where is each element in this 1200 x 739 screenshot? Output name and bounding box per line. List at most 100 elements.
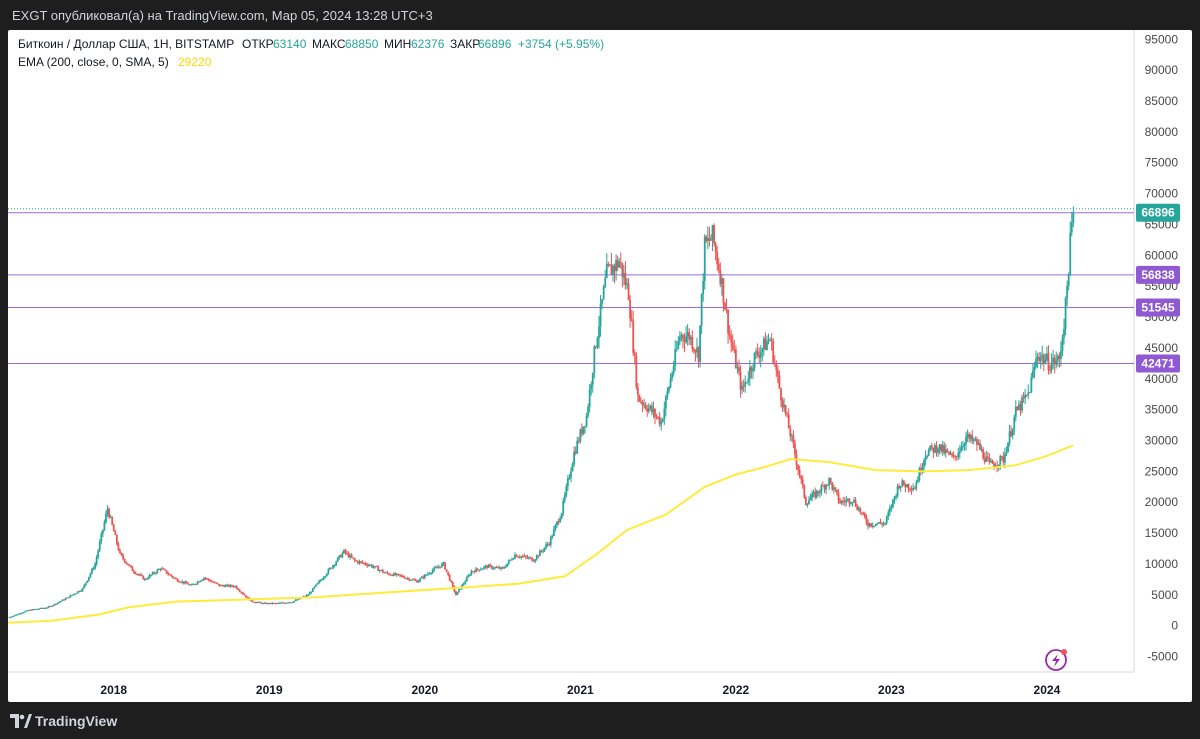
candle-body (94, 563, 96, 569)
x-tick-label: 2018 (100, 683, 127, 697)
candle-body (873, 525, 876, 527)
candle-body (372, 566, 375, 568)
candle-body (156, 569, 159, 573)
candle-body (441, 563, 443, 568)
candle-body (871, 525, 874, 527)
candles (8, 206, 1075, 619)
tradingview-logo-icon[interactable] (10, 712, 32, 730)
candle-body (958, 451, 961, 454)
candle-body (1032, 370, 1034, 378)
candle-body (319, 580, 322, 582)
candle-body (1024, 394, 1027, 399)
candle-body (403, 577, 406, 579)
candle-body (870, 523, 873, 527)
candle-body (789, 428, 792, 437)
candle-body (1055, 360, 1058, 365)
candle-body (341, 553, 344, 558)
candle-body (402, 575, 404, 578)
candle-body (538, 550, 541, 557)
candle-body (865, 517, 868, 523)
candle-body (456, 591, 459, 595)
price-chart[interactable]: 9500090000850008000075000700006500060000… (8, 30, 1192, 702)
candle-body (450, 580, 453, 583)
candle-body (920, 468, 922, 472)
candle-body (190, 584, 193, 586)
candle-body (307, 595, 310, 597)
tradingview-brand[interactable]: TradingView (35, 713, 118, 729)
candle-body (755, 351, 757, 353)
candle-body (310, 591, 313, 593)
candle-body (822, 485, 824, 487)
candle-body (251, 600, 254, 602)
legend-high-value: 68850 (345, 37, 379, 51)
candle-body (322, 577, 325, 580)
candle-body (907, 484, 910, 489)
candle-body (64, 598, 67, 601)
candle-body (549, 536, 552, 545)
candle-body (783, 404, 785, 408)
legend-ema-value: 29220 (178, 55, 212, 69)
candle-body (885, 516, 888, 524)
candle-body (944, 449, 947, 454)
candle-body (168, 574, 171, 576)
candle-body (808, 500, 810, 505)
candle-body (747, 379, 750, 382)
candle-body (626, 283, 628, 285)
candle-body (535, 555, 538, 560)
candle-body (238, 590, 241, 592)
candle-body (55, 603, 58, 605)
candle-body (80, 590, 82, 592)
candle-body (832, 487, 835, 490)
lightning-icon[interactable] (1045, 649, 1067, 671)
x-tick-label: 2021 (567, 683, 594, 697)
candle-body (493, 567, 496, 569)
candle-body (1021, 397, 1023, 411)
candle-body (565, 486, 568, 495)
candle-body (661, 419, 664, 422)
legend-close-label: ЗАКР (450, 37, 480, 51)
candle-body (641, 402, 644, 405)
candle-body (411, 579, 414, 581)
candle-body (112, 524, 115, 532)
candle-body (495, 567, 498, 569)
candle-body (528, 557, 530, 559)
candle-body (700, 293, 703, 326)
candle-body (638, 395, 641, 402)
candle-body (627, 283, 630, 301)
candle-body (269, 602, 272, 604)
candle-body (87, 576, 90, 581)
candle-body (946, 449, 949, 452)
candle-body (501, 567, 504, 569)
candle-body (313, 586, 316, 589)
candle-body (375, 566, 378, 568)
candle-body (78, 591, 81, 593)
chart-grid (8, 30, 1135, 673)
candle-body (896, 486, 899, 497)
candle-body (680, 335, 683, 337)
legend-open-value: 63140 (273, 37, 307, 51)
candle-body (484, 565, 487, 567)
y-axis: 9500090000850008000075000700006500060000… (1145, 32, 1179, 663)
candle-body (560, 513, 563, 519)
ema-line (8, 444, 1074, 624)
candle-body (692, 348, 695, 351)
candle-body (478, 569, 481, 571)
candle-body (428, 573, 431, 575)
candle-body (290, 602, 292, 604)
candle-body (887, 512, 890, 517)
candle-body (612, 265, 614, 276)
candle-body (840, 500, 843, 504)
candle-body (315, 584, 317, 587)
candle-body (479, 569, 482, 571)
candle-body (1036, 356, 1039, 360)
candle-body (957, 453, 960, 457)
candle-body (720, 278, 723, 285)
candle-body (232, 586, 235, 588)
candle-body (521, 556, 524, 558)
candle-body (17, 613, 20, 615)
candle-body (439, 566, 442, 568)
candle-body (912, 488, 915, 491)
legend-high-label: МАКС (312, 37, 346, 51)
candle-body (142, 575, 145, 580)
candle-body (330, 567, 333, 569)
